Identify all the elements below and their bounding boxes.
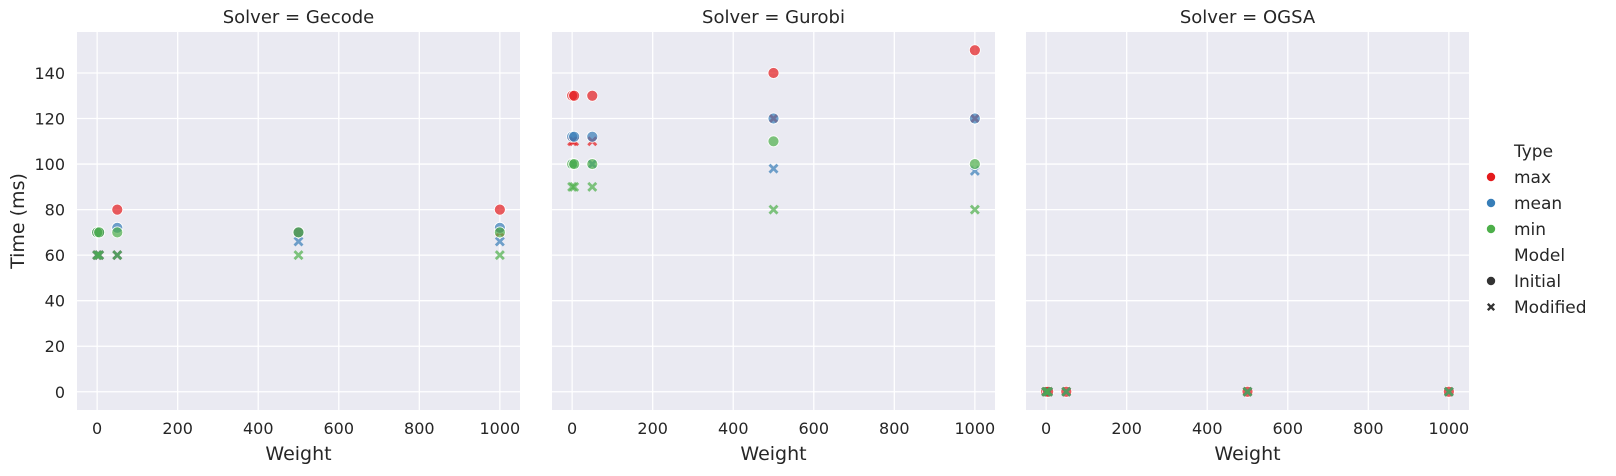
x-axis-label: Weight <box>1214 443 1280 465</box>
point-min-modified <box>768 204 779 215</box>
point-mean-modified <box>494 236 505 247</box>
x-tick-label: 400 <box>1192 419 1223 438</box>
x-axis-label: Weight <box>265 443 331 465</box>
panel-background <box>552 32 995 410</box>
point-max-initial <box>968 44 981 57</box>
point-min-modified <box>969 204 980 215</box>
legend-marker-min <box>1486 224 1496 234</box>
x-tick-label: 600 <box>323 419 354 438</box>
legend-marker-mean <box>1486 198 1496 208</box>
x-tick-label: 0 <box>1041 419 1051 438</box>
point-min-initial <box>111 226 124 239</box>
panel-title: Solver = OGSA <box>1180 7 1316 28</box>
point-mean-modified <box>293 236 304 247</box>
point-mean-initial <box>568 130 581 143</box>
point-min-modified <box>92 250 103 261</box>
point-min-initial <box>568 158 581 170</box>
point-max-initial <box>586 89 599 102</box>
point-mean-initial <box>767 112 780 125</box>
x-tick-label: 400 <box>243 419 274 438</box>
x-tick-label: 600 <box>798 419 829 438</box>
legend-label-mean: mean <box>1514 194 1562 214</box>
point-min-modified <box>567 181 578 192</box>
point-min-initial <box>586 158 599 170</box>
point-min-modified <box>1242 386 1253 397</box>
point-min-modified <box>94 250 105 261</box>
point-min-initial <box>292 226 305 239</box>
legend: Type max mean min Model Initial Modified <box>1486 142 1587 318</box>
y-tick-label: 120 <box>34 110 65 129</box>
x-tick-label: 1000 <box>1429 419 1470 438</box>
legend-label-min: min <box>1514 220 1546 240</box>
x-tick-label: 200 <box>637 419 668 438</box>
legend-marker-max <box>1486 172 1496 182</box>
x-tick-label: 800 <box>879 419 910 438</box>
legend-marker-modified <box>1486 302 1496 312</box>
panel-background <box>77 32 520 410</box>
y-tick-label: 140 <box>34 64 65 83</box>
point-min-initial <box>493 226 506 239</box>
y-tick-label: 60 <box>45 246 65 265</box>
point-max-initial <box>111 203 124 216</box>
point-mean-initial <box>586 130 599 143</box>
panel-2: 0 200 400 600 800 1000 Weight Solver = OGSA <box>1026 7 1469 465</box>
y-tick-label: 100 <box>34 155 65 174</box>
point-min-modified <box>1061 386 1072 397</box>
x-tick-label: 200 <box>1111 419 1142 438</box>
point-min-initial <box>93 226 106 239</box>
x-tick-label: 200 <box>162 419 193 438</box>
x-tick-label: 400 <box>718 419 749 438</box>
panel-0: 0 200 400 600 800 1000 0 20 40 60 80 100 120 140 Time … <box>7 7 520 465</box>
point-min-modified <box>1443 386 1454 397</box>
point-min-initial <box>767 135 780 148</box>
point-min-modified <box>1043 386 1054 397</box>
point-min-modified <box>293 250 304 261</box>
y-tick-label: 0 <box>55 383 65 402</box>
point-mean-initial <box>968 112 981 125</box>
point-max-initial <box>767 67 780 79</box>
x-tick-label: 800 <box>1353 419 1384 438</box>
point-min-modified <box>112 250 123 261</box>
point-min-modified <box>587 181 598 192</box>
x-tick-label: 1000 <box>480 419 521 438</box>
panel-1: 0 200 400 600 800 1000 Weight Solver = Gurobi <box>552 7 995 465</box>
x-tick-label: 600 <box>1272 419 1303 438</box>
point-min-modified <box>569 181 580 192</box>
x-tick-label: 800 <box>404 419 435 438</box>
x-tick-label: 0 <box>567 419 577 438</box>
legend-label-max: max <box>1514 168 1551 188</box>
y-tick-label: 20 <box>45 337 65 356</box>
point-mean-modified <box>768 163 779 174</box>
panel-title: Solver = Gecode <box>223 7 375 28</box>
point-min-modified <box>494 250 505 261</box>
x-tick-label: 0 <box>92 419 102 438</box>
panel-title: Solver = Gurobi <box>702 7 845 28</box>
point-max-initial <box>493 203 506 216</box>
point-max-initial <box>568 89 581 102</box>
y-tick-label: 80 <box>45 201 65 220</box>
legend-hue-title: Type <box>1513 142 1553 162</box>
legend-style-title: Model <box>1514 246 1565 266</box>
point-min-modified <box>1041 386 1052 397</box>
legend-label-initial: Initial <box>1514 272 1561 292</box>
x-tick-label: 1000 <box>955 419 996 438</box>
point-min-initial <box>968 158 981 170</box>
panel-background <box>1026 32 1469 410</box>
x-axis-label: Weight <box>740 443 806 465</box>
legend-marker-initial <box>1486 276 1496 286</box>
y-tick-label: 40 <box>45 292 65 311</box>
legend-label-modified: Modified <box>1514 298 1587 318</box>
y-axis-label: Time (ms) <box>7 173 29 270</box>
